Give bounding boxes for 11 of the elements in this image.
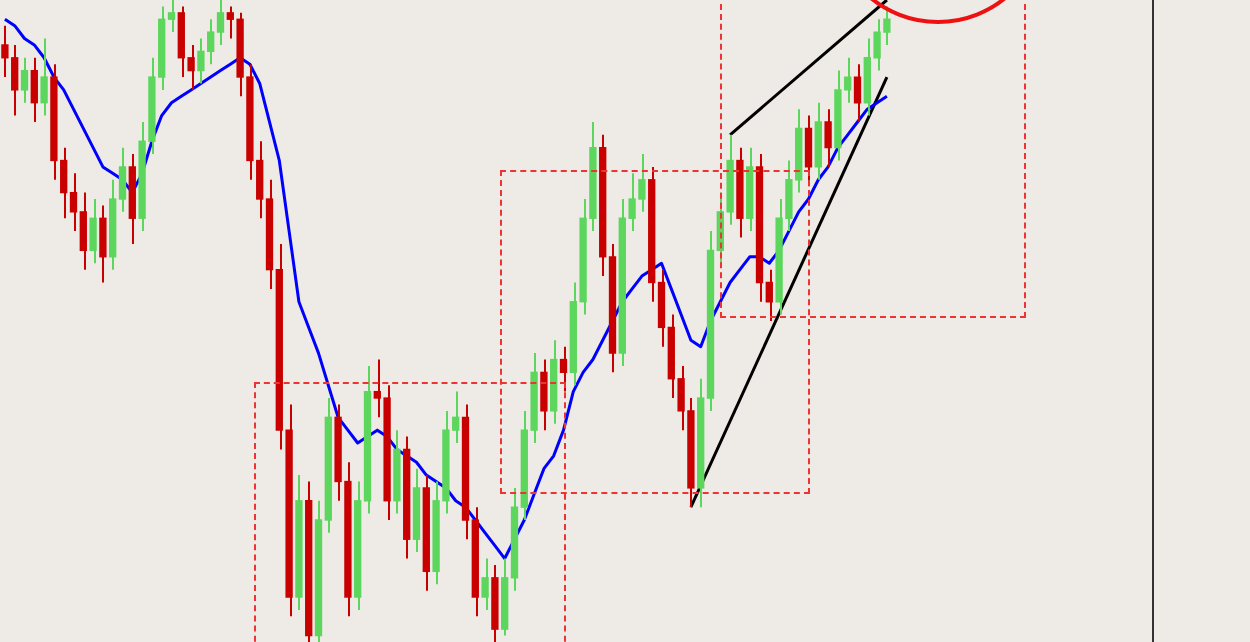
candlestick [481,557,489,611]
candlestick [814,101,822,181]
candlestick [99,204,107,284]
candlestick [559,345,568,393]
candlestick [540,358,548,432]
candlestick [89,198,97,265]
candlestick [40,37,48,117]
candlestick [20,56,29,104]
candlestick [824,108,832,168]
candlestick [853,63,862,123]
candlestick [30,56,38,123]
